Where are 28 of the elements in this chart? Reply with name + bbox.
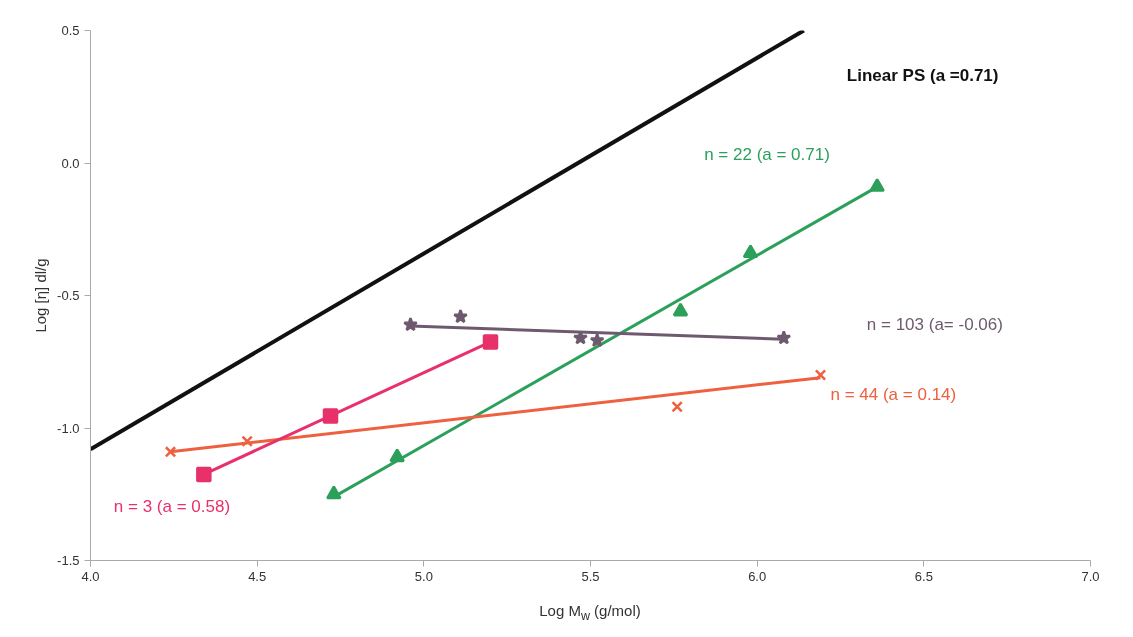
y-tick-label: -1.0 bbox=[57, 420, 80, 436]
point bbox=[672, 302, 689, 317]
x-tick-label: 4.0 bbox=[81, 568, 100, 584]
y-tick-label: -0.5 bbox=[57, 288, 80, 303]
text: Linear PS (a =0.71) bbox=[846, 66, 999, 85]
point bbox=[196, 466, 212, 483]
text: n = 22 (a = 0.71) bbox=[704, 145, 830, 165]
point bbox=[671, 400, 684, 413]
point bbox=[164, 446, 177, 458]
x-tick-label: 7.0 bbox=[1081, 568, 1100, 584]
y-tick-label: 0.5 bbox=[61, 23, 80, 38]
x-tick-label: 6.5 bbox=[914, 568, 933, 584]
point bbox=[482, 334, 499, 350]
point bbox=[814, 369, 827, 381]
point bbox=[589, 332, 605, 348]
x-tick-label: 6.0 bbox=[748, 568, 767, 584]
y-tick-label: 0.0 bbox=[61, 155, 80, 171]
x-axis-title: Log M$_{w}$ (g/mol) bbox=[539, 601, 641, 625]
series-label: n = 3 (a = 0.58) bbox=[113, 496, 231, 516]
x-tick-label: 5.5 bbox=[581, 568, 600, 584]
x-tick-label: 5.0 bbox=[414, 568, 433, 584]
text: n = 103 (a= -0.06) bbox=[866, 315, 1003, 335]
series-label: n = 44 (a = 0.14) bbox=[830, 384, 957, 404]
x-tick-label: 4.5 bbox=[248, 568, 267, 584]
point bbox=[241, 435, 254, 448]
y-axis-title: Log [η] dl/g bbox=[32, 258, 50, 333]
point bbox=[453, 308, 468, 324]
y-tick-label: -1.5 bbox=[57, 553, 80, 568]
